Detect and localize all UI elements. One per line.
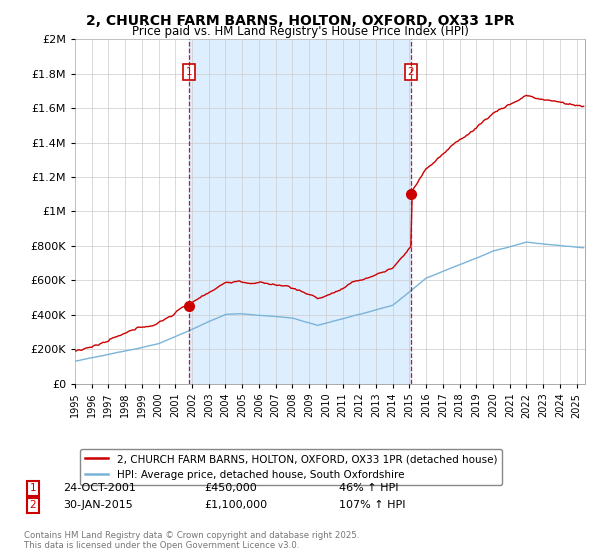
Text: 107% ↑ HPI: 107% ↑ HPI: [339, 500, 406, 510]
Text: 24-OCT-2001: 24-OCT-2001: [63, 483, 136, 493]
Bar: [189, 39, 411, 384]
Text: 2: 2: [29, 500, 37, 510]
Text: 1: 1: [186, 67, 193, 77]
Text: 46% ↑ HPI: 46% ↑ HPI: [339, 483, 398, 493]
Text: £1,100,000: £1,100,000: [204, 500, 267, 510]
Text: £450,000: £450,000: [204, 483, 257, 493]
Text: 2, CHURCH FARM BARNS, HOLTON, OXFORD, OX33 1PR: 2, CHURCH FARM BARNS, HOLTON, OXFORD, OX…: [86, 14, 514, 28]
Text: 2: 2: [407, 67, 414, 77]
Text: Contains HM Land Registry data © Crown copyright and database right 2025.
This d: Contains HM Land Registry data © Crown c…: [24, 530, 359, 550]
Text: Price paid vs. HM Land Registry's House Price Index (HPI): Price paid vs. HM Land Registry's House …: [131, 25, 469, 38]
Legend: 2, CHURCH FARM BARNS, HOLTON, OXFORD, OX33 1PR (detached house), HPI: Average pr: 2, CHURCH FARM BARNS, HOLTON, OXFORD, OX…: [80, 449, 502, 485]
Text: 1: 1: [29, 483, 37, 493]
Text: 30-JAN-2015: 30-JAN-2015: [63, 500, 133, 510]
